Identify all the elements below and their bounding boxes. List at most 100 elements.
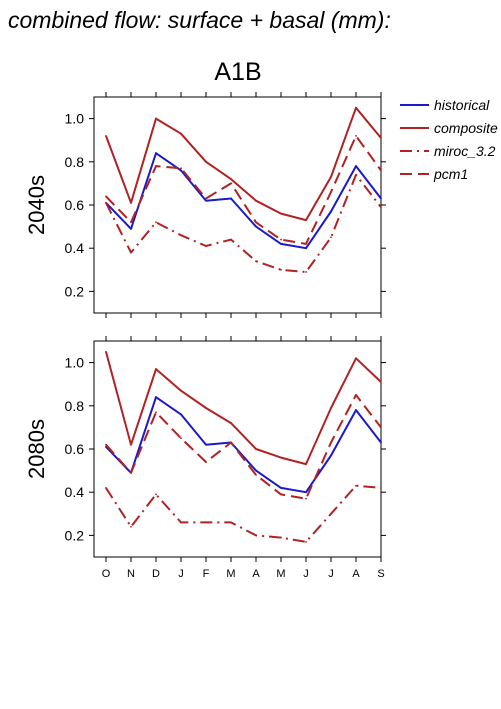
data-point [105, 134, 107, 137]
data-point [155, 396, 157, 399]
data-point [180, 413, 182, 416]
data-point [305, 242, 307, 245]
y-tick-label: 0.2 [65, 283, 85, 299]
data-point [155, 493, 157, 496]
legend-label: miroc_3.2 [434, 143, 496, 159]
data-point [380, 169, 382, 172]
data-point [305, 271, 307, 273]
data-point [205, 197, 207, 200]
data-point [280, 493, 282, 496]
data-point [180, 132, 182, 135]
y-tick-label: 0.2 [65, 527, 85, 543]
series-line [105, 173, 382, 273]
data-point [355, 394, 357, 396]
data-point [205, 160, 207, 163]
data-point [155, 411, 157, 414]
data-point [180, 521, 182, 524]
x-tick-label: J [328, 568, 334, 580]
legend-label: pcm1 [433, 166, 468, 182]
data-point [105, 350, 107, 353]
y-tick-label: 0.6 [65, 197, 85, 213]
data-point [105, 486, 107, 489]
data-point [355, 409, 357, 412]
data-point [255, 448, 257, 450]
series-line [105, 152, 382, 250]
data-point [230, 178, 232, 180]
data-point [330, 407, 332, 409]
panels-group: 0.2 0.4 0.6 0.8 1.0 2040s 0.2 0.4 0.6 0.8 1.0 2080s… [24, 92, 386, 580]
y-tick-label: 1.0 [65, 111, 85, 127]
series-pcm1 [105, 134, 382, 245]
y-tick-label: 1.0 [65, 355, 85, 371]
panel-2040s: 0.2 0.4 0.6 0.8 1.0 2040s [24, 92, 386, 318]
data-point [180, 234, 182, 237]
data-point [330, 441, 332, 444]
series-historical [105, 396, 382, 494]
series-line [105, 351, 382, 466]
data-point [205, 199, 207, 202]
series-line [105, 396, 382, 494]
data-point [380, 381, 382, 383]
data-point [355, 357, 357, 360]
x-tick-label: A [252, 568, 260, 580]
data-point [280, 268, 282, 271]
data-point [305, 219, 307, 222]
y-tick-label: 0.8 [65, 398, 85, 414]
data-point [305, 497, 307, 500]
data-point [330, 512, 332, 515]
series-line [105, 484, 382, 543]
page-title: combined flow: surface + basal (mm): [8, 7, 391, 33]
data-point [155, 152, 157, 155]
x-tick-label: M [226, 568, 235, 580]
x-tick-label: J [178, 568, 184, 580]
data-point [230, 422, 232, 424]
data-point [280, 238, 282, 241]
data-point [355, 134, 357, 137]
data-point [230, 182, 232, 185]
y-axis-label: 2080s [24, 419, 49, 479]
data-point [105, 443, 107, 446]
data-point [255, 469, 257, 472]
data-point [105, 195, 107, 198]
data-point [205, 443, 207, 446]
data-point [380, 206, 382, 209]
x-tick-label: O [102, 568, 111, 580]
data-point [380, 441, 382, 444]
chart-title: A1B [214, 58, 261, 86]
data-point [355, 173, 357, 176]
data-point [130, 201, 132, 204]
data-point [155, 368, 157, 370]
legend-label: historical [434, 97, 490, 113]
data-point [155, 221, 157, 224]
data-point [305, 540, 307, 543]
data-point [355, 165, 357, 168]
y-tick-label: 0.6 [65, 441, 85, 457]
y-axis-label: 2040s [24, 175, 49, 235]
data-point [130, 251, 132, 254]
data-point [130, 471, 132, 474]
data-point [280, 486, 282, 489]
data-point [280, 456, 282, 459]
x-tick-label: F [203, 568, 210, 580]
y-tick-label: 0.4 [65, 484, 85, 500]
data-point [230, 197, 232, 200]
series-line [105, 106, 382, 222]
y-tick-label: 0.4 [65, 240, 85, 256]
legend: historical composite miroc_3.2 pcm1 [400, 97, 498, 182]
data-point [180, 167, 182, 170]
data-point [205, 407, 207, 409]
panel-2080s: 0.2 0.4 0.6 0.8 1.0 2080s O N D J F M A M J J A S [24, 336, 386, 580]
data-point [205, 245, 207, 247]
data-point [180, 437, 182, 440]
x-tick-label: A [352, 568, 360, 580]
series-miroc-3-2 [105, 484, 382, 543]
data-point [130, 227, 132, 230]
data-point [155, 165, 157, 168]
data-point [330, 176, 332, 178]
data-point [380, 426, 382, 429]
y-tick-label: 0.8 [65, 154, 85, 170]
data-point [330, 191, 332, 193]
data-point [330, 236, 332, 239]
data-point [255, 260, 257, 263]
data-point [230, 521, 232, 524]
